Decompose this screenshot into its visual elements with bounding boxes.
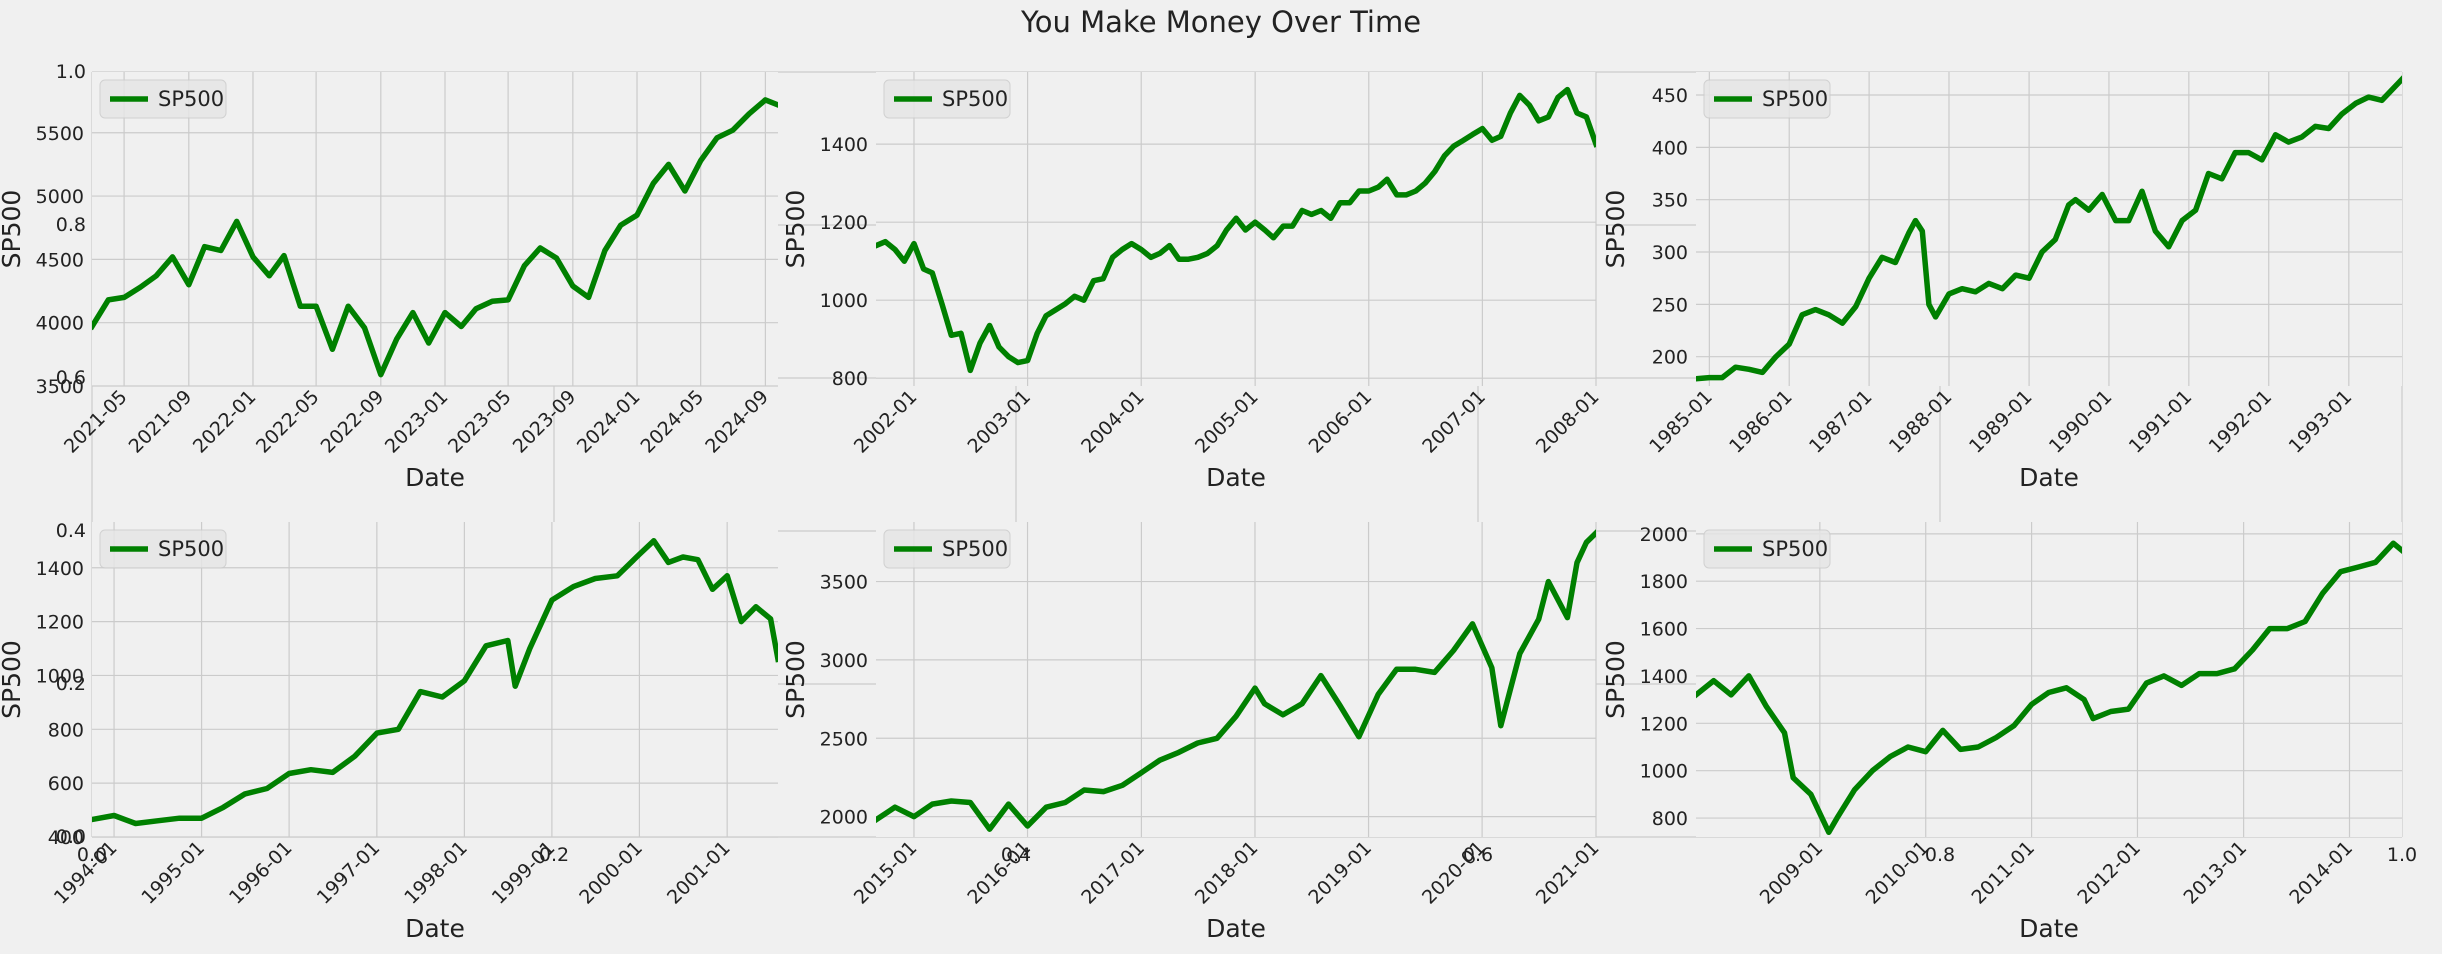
plot-area <box>92 522 778 837</box>
legend-label: SP500 <box>158 537 224 561</box>
y-tick-label: 1200 <box>1640 713 1688 735</box>
series-line-sp500 <box>92 97 778 378</box>
legend-box <box>1703 529 1831 569</box>
y-tick-label: 1200 <box>36 612 84 634</box>
y-tick-label: 1600 <box>1640 619 1688 641</box>
x-axis-label: Date <box>2019 914 2079 943</box>
y-tick-label: 5000 <box>36 186 84 208</box>
series-line-sp500 <box>92 538 778 827</box>
legend: SP500 <box>883 529 1011 569</box>
overlay-x-tick-label: 0.8 <box>1925 844 1955 866</box>
legend-label: SP500 <box>158 87 224 111</box>
overlay-x-tick-label: 0.0 <box>77 844 107 866</box>
y-tick-label: 350 <box>1652 190 1688 212</box>
series-line-sp500 <box>1696 75 2402 382</box>
y-tick-label: 600 <box>48 773 84 795</box>
y-tick-label: 3000 <box>820 650 868 672</box>
y-tick-label: 450 <box>1652 85 1688 107</box>
legend: SP500 <box>1703 529 1831 569</box>
legend-box <box>99 529 227 569</box>
y-tick-label: 4500 <box>36 249 84 271</box>
y-axis-label: SP500 <box>0 190 26 269</box>
legend-label: SP500 <box>1762 87 1828 111</box>
overlay-x-tick-label: 0.4 <box>1001 844 1031 866</box>
x-axis-label: Date <box>2019 463 2079 492</box>
y-axis-label: SP500 <box>0 640 26 719</box>
legend-label: SP500 <box>942 87 1008 111</box>
x-axis-label: Date <box>1206 463 1266 492</box>
series-line-sp500 <box>1696 540 2402 836</box>
y-tick-label: 3500 <box>820 572 868 594</box>
plot-area <box>92 72 778 386</box>
y-tick-label: 1400 <box>36 558 84 580</box>
legend-box <box>883 529 1011 569</box>
series-line-sp500 <box>876 529 1596 832</box>
y-axis-label: SP500 <box>781 190 810 269</box>
overlay-x-tick-label: 1.0 <box>2387 844 2417 866</box>
y-tick-label: 5500 <box>36 123 84 145</box>
legend: SP500 <box>883 79 1011 119</box>
x-axis-label: Date <box>405 914 465 943</box>
x-axis-label: Date <box>405 463 465 492</box>
legend: SP500 <box>99 529 227 569</box>
y-tick-label: 2500 <box>820 728 868 750</box>
overlay-x-tick-label: 0.6 <box>1463 844 1493 866</box>
y-tick-label: 1000 <box>820 290 868 312</box>
legend-box <box>1703 79 1831 119</box>
overlay-y-tick-label: 1.0 <box>56 61 86 83</box>
legend-box <box>883 79 1011 119</box>
y-tick-label: 400 <box>1652 137 1688 159</box>
y-axis-label: SP500 <box>781 640 810 719</box>
legend-label: SP500 <box>1762 537 1828 561</box>
legend: SP500 <box>99 79 227 119</box>
y-axis-label: SP500 <box>1601 640 1630 719</box>
overlay-y-tick-label: 0.6 <box>56 367 86 389</box>
y-tick-label: 2000 <box>820 807 868 829</box>
overlay-y-tick-label: 0.2 <box>56 673 86 695</box>
legend-box <box>99 79 227 119</box>
overlay-x-tick-label: 0.2 <box>539 844 569 866</box>
series-line-sp500 <box>876 86 1596 374</box>
legend: SP500 <box>1703 79 1831 119</box>
y-tick-label: 2000 <box>1640 524 1688 546</box>
y-tick-label: 1200 <box>820 212 868 234</box>
x-axis-label: Date <box>1206 914 1266 943</box>
y-tick-label: 3500 <box>36 376 84 398</box>
y-tick-label: 200 <box>1652 347 1688 369</box>
y-tick-label: 800 <box>1652 808 1688 830</box>
y-tick-label: 1400 <box>820 134 868 156</box>
legend-label: SP500 <box>942 537 1008 561</box>
y-tick-label: 400 <box>48 827 84 849</box>
y-axis-label: SP500 <box>1601 190 1630 269</box>
overlay-y-tick-label: 0.4 <box>56 520 86 542</box>
figure-title: You Make Money Over Time <box>1020 5 1421 39</box>
y-tick-label: 1800 <box>1640 571 1688 593</box>
overlay-y-tick-label: 0.0 <box>56 826 86 848</box>
y-tick-label: 250 <box>1652 294 1688 316</box>
y-tick-label: 4000 <box>36 313 84 335</box>
y-tick-label: 800 <box>832 368 868 390</box>
plot-area <box>1696 72 2402 386</box>
y-tick-label: 1000 <box>36 665 84 687</box>
plot-area <box>1696 522 2402 837</box>
y-tick-label: 1400 <box>1640 666 1688 688</box>
y-tick-label: 1000 <box>1640 761 1688 783</box>
y-tick-label: 800 <box>48 719 84 741</box>
y-tick-label: 300 <box>1652 242 1688 264</box>
plot-area <box>876 522 1596 837</box>
overlay-y-tick-label: 0.8 <box>56 214 86 236</box>
